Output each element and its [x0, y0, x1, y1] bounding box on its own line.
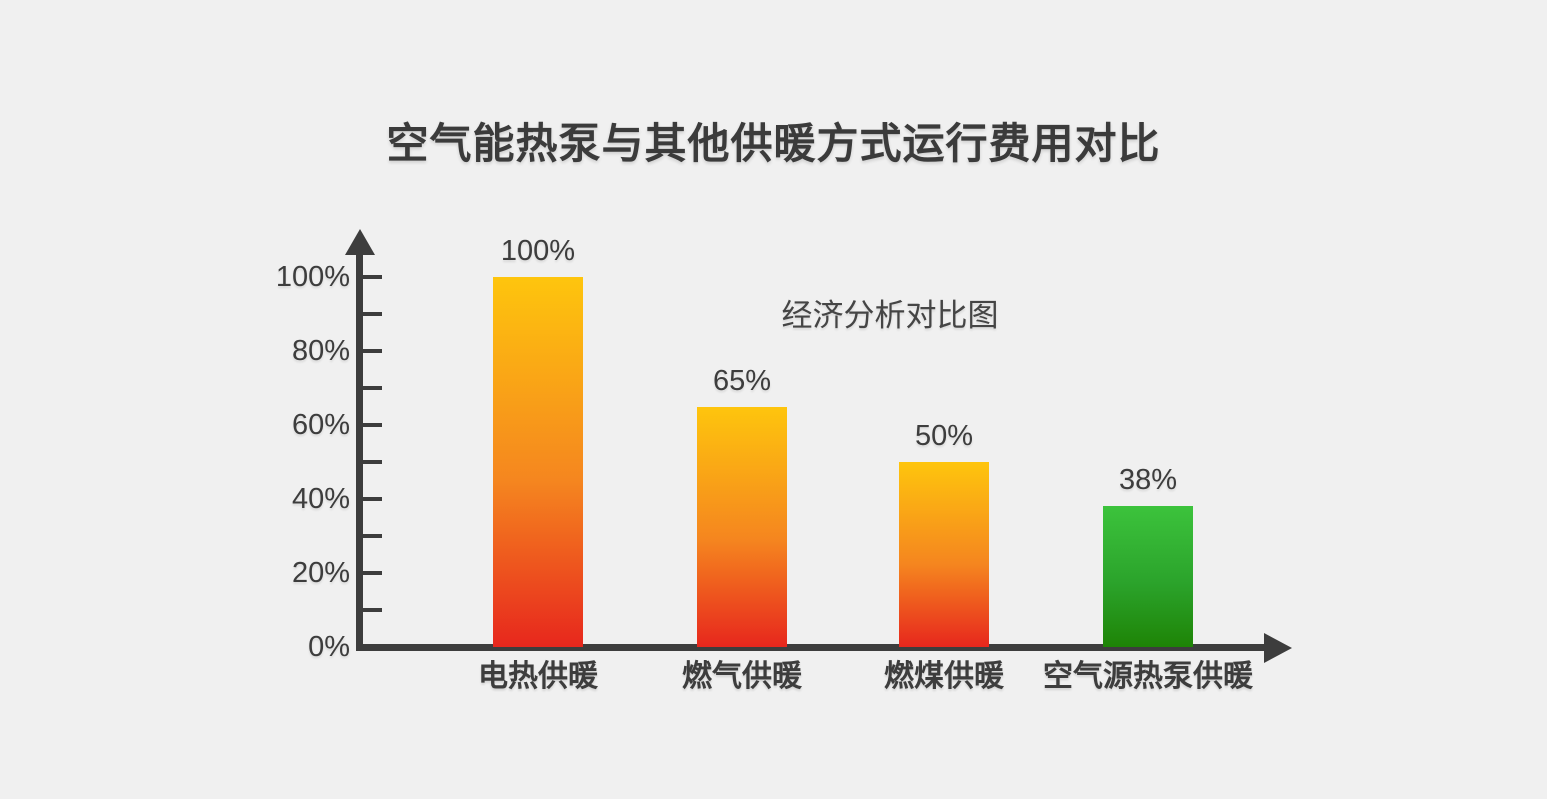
x-axis-arrow-icon: [1264, 633, 1292, 663]
category-label: 燃气供暖: [682, 660, 802, 693]
bar-value-label: 65%: [712, 364, 772, 397]
bar-value-label: 100%: [500, 235, 576, 267]
category-label: 空气源热泵供暖: [1043, 660, 1253, 693]
bar-value-label: 38%: [1118, 464, 1178, 497]
y-axis-tick: [363, 497, 382, 501]
category-label: 电热供暖: [478, 660, 598, 693]
y-axis-tick: [363, 423, 382, 427]
y-axis-tick: [363, 275, 382, 279]
y-axis-arrow-icon: [345, 229, 375, 255]
chart-title: 空气能热泵与其他供暖方式运行费用对比: [386, 120, 1161, 167]
y-axis-tick: [363, 534, 382, 538]
category-label: 燃煤供暖: [884, 660, 1004, 693]
y-axis-tick: [363, 571, 382, 575]
y-tick-label: 60%: [291, 409, 350, 441]
y-axis-line: [356, 252, 363, 651]
y-axis-tick: [363, 386, 382, 390]
bar: [697, 406, 787, 647]
y-tick-label: 40%: [291, 483, 350, 515]
y-tick-label: 20%: [291, 557, 350, 589]
y-axis-tick: [363, 312, 382, 316]
y-tick-label: 100%: [275, 261, 350, 293]
y-axis-tick: [363, 349, 382, 353]
y-axis-tick: [363, 608, 382, 612]
bar: [1103, 506, 1193, 647]
x-axis-line: [356, 644, 1266, 651]
y-tick-label: 80%: [291, 335, 350, 367]
bar: [899, 462, 989, 647]
chart-annotation: 经济分析对比图: [781, 298, 999, 333]
bar: [493, 277, 583, 647]
bar-value-label: 50%: [914, 420, 974, 452]
y-tick-label: 0%: [308, 631, 350, 663]
y-axis-tick: [363, 460, 382, 464]
